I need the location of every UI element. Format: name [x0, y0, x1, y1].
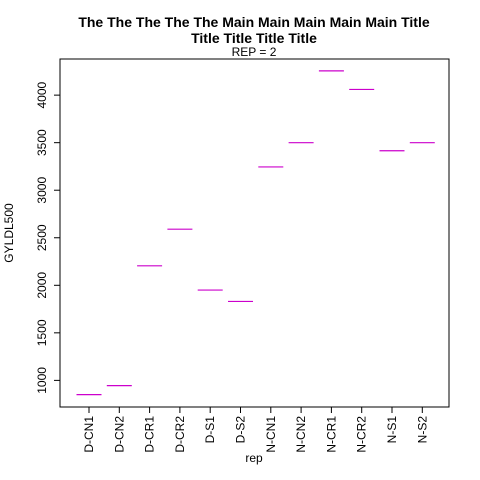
x-tick-label: D-CN2: [112, 416, 126, 453]
x-tick-label: D-CR1: [143, 416, 157, 453]
y-tick-label: 3000: [35, 177, 49, 204]
y-tick-label: 4000: [35, 81, 49, 108]
x-tick-label: D-CN1: [82, 416, 96, 453]
y-tick-label: 1000: [35, 367, 49, 394]
y-tick-label: 1500: [35, 319, 49, 346]
y-tick-label: 3500: [35, 129, 49, 156]
x-tick-label: N-S2: [415, 416, 429, 444]
x-tick-label: N-CN1: [264, 416, 278, 453]
x-tick-label: D-S1: [203, 416, 217, 444]
x-tick-label: N-CN2: [294, 416, 308, 453]
x-axis: D-CN1 D-CN2 D-CR1 D-CR2 D-S1 D-S2 N-CN1 N-CN2 N-…: [82, 407, 429, 453]
y-axis-label: GYLDL500: [2, 203, 16, 263]
plot-box: [59, 58, 450, 408]
x-tick-label: D-CR2: [173, 416, 187, 453]
y-tick-label: 2500: [35, 224, 49, 251]
x-axis-label: rep: [245, 451, 263, 465]
chart-title-line1: The The The The The Main Main Main Main …: [78, 14, 430, 30]
data-marks: [76, 70, 435, 396]
x-tick-label: N-CR2: [355, 416, 369, 453]
x-tick-label: N-S1: [385, 416, 399, 444]
y-tick-label: 2000: [35, 272, 49, 299]
y-axis: 1000 1500 2000 2500 3000 3500 4000: [35, 81, 60, 394]
chart-title-line2: Title Title Title Title: [191, 30, 317, 46]
x-tick-label: N-CR1: [324, 416, 338, 453]
x-tick-label: D-S2: [234, 416, 248, 444]
chart-subtitle: REP = 2: [232, 45, 277, 59]
